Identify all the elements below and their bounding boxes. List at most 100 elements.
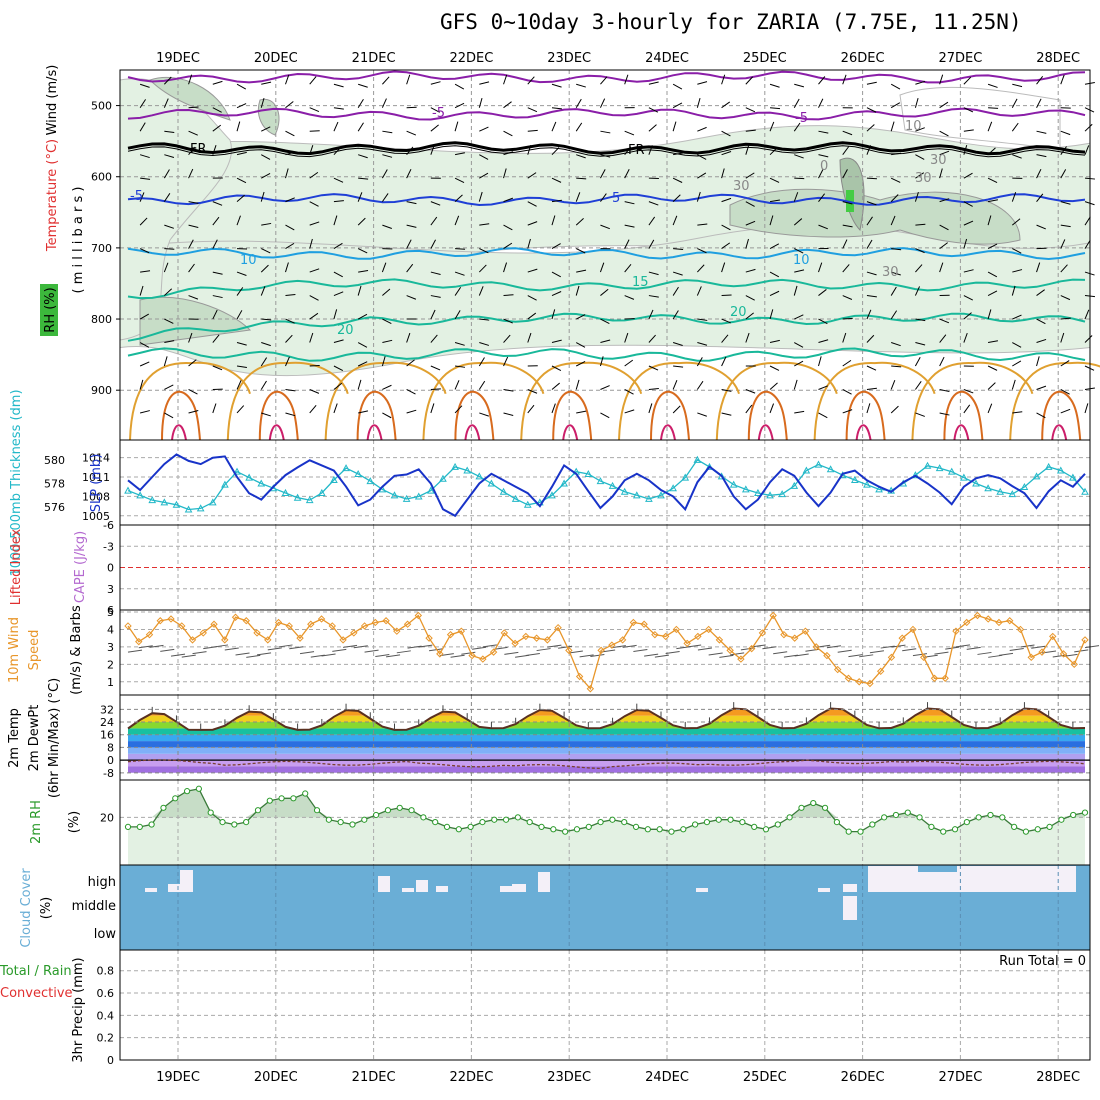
wind-barb <box>890 102 901 109</box>
wind-barb <box>551 243 561 250</box>
isotherm-label-2: FR <box>190 142 207 157</box>
rh-point-52 <box>739 819 746 826</box>
wind-point-10 <box>231 613 240 621</box>
isotherm-850 <box>127 347 1086 362</box>
wind-barb <box>188 201 199 204</box>
wind-barb <box>575 314 586 320</box>
wind-barb <box>673 365 684 368</box>
wind-point-12 <box>253 629 261 637</box>
cloud-gap-7 <box>500 886 512 892</box>
wind-barb <box>672 121 677 132</box>
wind-point-66 <box>833 665 842 674</box>
wind-barb <box>1012 314 1022 320</box>
wind-barb <box>987 147 996 156</box>
rh-point-54 <box>762 826 770 833</box>
thickness-point-22 <box>390 491 399 499</box>
rh-point-32 <box>502 816 510 823</box>
wind-point-84 <box>1027 653 1035 662</box>
wind-point-22 <box>360 622 369 630</box>
wind-point-3 <box>156 617 164 625</box>
wind-barb <box>769 365 780 371</box>
rh-point-69 <box>940 828 947 835</box>
wind10-barb-15 <box>289 646 304 650</box>
wind-barb <box>575 217 584 226</box>
wind-barb <box>721 150 732 156</box>
thickness-point-69 <box>960 473 968 481</box>
wind-barb <box>1012 248 1022 254</box>
cloud-gap-2 <box>180 870 193 892</box>
wind-barb <box>357 98 364 108</box>
slp-tick-1008: 1008 <box>82 490 110 503</box>
wind-barb <box>866 124 875 132</box>
wind-point-39 <box>543 636 552 644</box>
wind-point-34 <box>489 648 498 656</box>
wind-barb <box>745 76 753 85</box>
thickness-point-72 <box>996 487 1005 495</box>
wind-barb <box>163 169 170 179</box>
wind-barb <box>1084 216 1091 226</box>
wind-barb <box>309 171 319 179</box>
wind-point-33 <box>479 655 487 663</box>
wind-barb <box>551 382 560 390</box>
rh-point-28 <box>455 826 462 833</box>
thickness-point-54 <box>778 490 786 498</box>
upper-wind-barbs <box>139 74 1096 419</box>
warm-contour-core-0 <box>171 424 187 441</box>
wind-barb <box>261 222 272 226</box>
wind-barb <box>1011 122 1019 132</box>
wind-barb <box>139 361 150 367</box>
wind-barb <box>818 262 823 273</box>
mb-tick-800: 800 <box>91 313 112 326</box>
wind-barb <box>163 262 169 273</box>
rh-point-68 <box>928 823 935 830</box>
wind-barb <box>963 269 974 273</box>
wind-barb <box>236 215 241 226</box>
wind-barb <box>406 168 412 179</box>
wind-barb <box>430 124 439 132</box>
rh-point-29 <box>467 823 474 830</box>
wind-barb <box>333 200 344 203</box>
wind-barb <box>745 404 753 414</box>
ylabel-dewpt: 2m DewPt <box>27 705 42 772</box>
wind-barb <box>527 295 537 301</box>
wind-barb <box>987 403 993 414</box>
rh-point-24 <box>408 807 415 814</box>
rh-line <box>128 788 1086 833</box>
wind-point-31 <box>457 627 466 635</box>
wind-barb <box>624 389 634 395</box>
wind-barb <box>891 365 902 368</box>
cloud-notch-2 <box>944 866 957 872</box>
thickness-point-14 <box>293 493 302 501</box>
wind-barb <box>430 309 436 320</box>
rh-point-45 <box>656 826 663 833</box>
thickness-point-7 <box>208 498 217 506</box>
wind-point-88 <box>1070 660 1078 669</box>
wind-barb <box>139 285 144 296</box>
wind-point-87 <box>1059 650 1068 658</box>
wind-barb <box>1060 317 1071 320</box>
rh-point-16 <box>313 807 321 814</box>
wind-barb <box>406 74 411 85</box>
rh-point-75 <box>1011 823 1018 830</box>
wind-barb <box>963 220 974 226</box>
wind-barb <box>382 130 393 134</box>
wind-barb <box>914 356 921 367</box>
wind-barb <box>333 291 344 297</box>
wind-point-61 <box>780 630 788 639</box>
wind-barb <box>357 285 362 296</box>
wind-barb <box>891 152 902 156</box>
wind-barb <box>987 215 992 226</box>
wind-barb <box>648 365 659 371</box>
wind-barb <box>406 389 416 395</box>
rh-point-8 <box>219 819 226 826</box>
wind-barb <box>939 356 945 367</box>
temp-tick-24: 24 <box>100 716 114 729</box>
wind-point-20 <box>339 636 347 644</box>
wind-barb <box>139 192 145 202</box>
wind-point-21 <box>350 629 358 637</box>
wind-barb <box>1036 154 1047 158</box>
wind-barb <box>503 412 514 416</box>
wind-barb <box>575 98 582 108</box>
wind-barb <box>139 313 150 320</box>
wind-barb <box>527 332 532 343</box>
